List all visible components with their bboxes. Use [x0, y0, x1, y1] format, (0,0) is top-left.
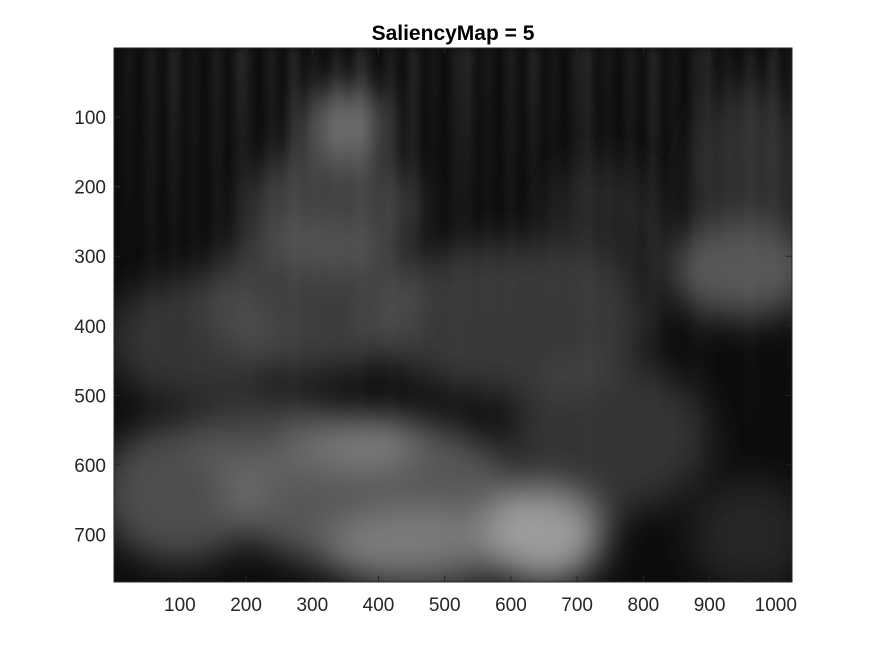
x-axis: 100 200 300 400 500 600 700 800 900 1000 [164, 48, 797, 616]
axes-box [113, 47, 793, 583]
x-tick-label: 700 [561, 595, 593, 616]
y-tick-label: 300 [74, 247, 106, 268]
saliency-blob [689, 478, 792, 582]
saliency-blob [114, 277, 280, 403]
y-axis: 100 200 300 400 500 600 700 [74, 108, 792, 546]
saliency-blob [325, 506, 511, 582]
saliency-blob [371, 242, 650, 396]
x-tick-label: 400 [363, 595, 395, 616]
texture-stripe [432, 48, 436, 315]
x-tick-label: 300 [296, 595, 328, 616]
x-tick-label: 800 [628, 595, 660, 616]
x-tick-label: 200 [230, 595, 262, 616]
chart-title: SaliencyMap = 5 [372, 22, 535, 45]
texture-stripe [508, 48, 514, 422]
y-tick-label: 100 [74, 108, 106, 129]
saliency-blob [484, 485, 604, 582]
saliency-blob [696, 82, 792, 278]
x-tick-label: 600 [495, 595, 527, 616]
y-tick-label: 400 [74, 317, 106, 338]
texture-stripe [671, 48, 675, 369]
saliency-blob [510, 360, 710, 514]
plot-area [114, 48, 792, 582]
saliency-blob [193, 395, 353, 479]
y-tick-label: 500 [74, 386, 106, 407]
x-tick-label: 1000 [755, 595, 797, 616]
texture-stripe [649, 48, 657, 476]
y-tick-label: 600 [74, 456, 106, 477]
texture-stripe [170, 48, 178, 369]
texture-stripe [464, 48, 472, 369]
texture-stripe [410, 48, 418, 422]
y-tick-label: 700 [74, 525, 106, 546]
texture-stripe [214, 48, 220, 422]
texture-stripe [530, 48, 538, 315]
x-tick-label: 500 [429, 595, 461, 616]
texture-stripe [236, 48, 244, 315]
texture-stripe [126, 48, 130, 315]
saliency-blob [305, 85, 386, 163]
saliency-blob [544, 158, 664, 285]
x-tick-label: 900 [694, 595, 726, 616]
saliency-blob-layer [114, 82, 792, 582]
texture-stripe [148, 48, 154, 476]
y-tick-label: 200 [74, 178, 106, 199]
x-tick-label: 100 [164, 595, 196, 616]
